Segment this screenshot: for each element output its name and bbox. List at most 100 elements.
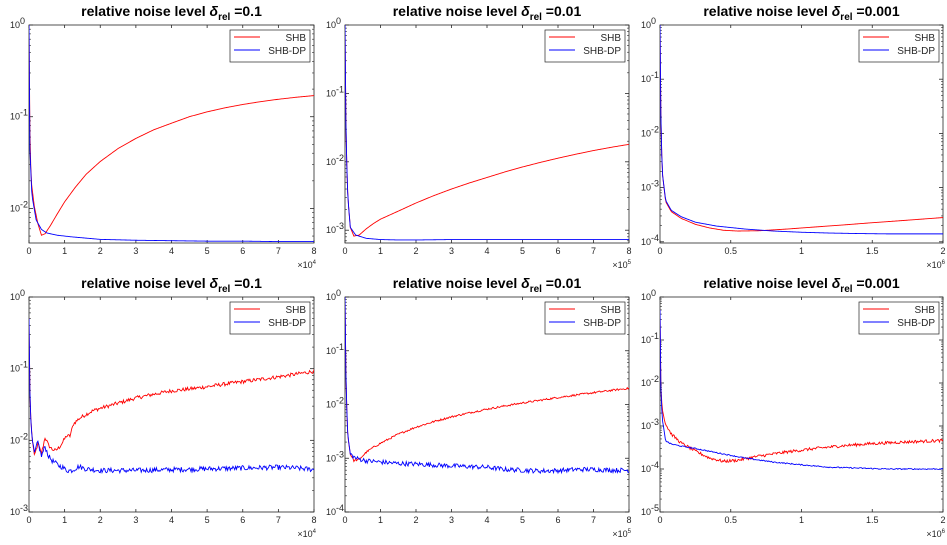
title-prefix: relative noise level: [703, 275, 831, 291]
legend: SHB SHB-DP: [858, 301, 940, 335]
x-tick-label: 7: [276, 246, 281, 256]
legend: SHB SHB-DP: [858, 29, 940, 63]
legend-label: SHB: [600, 305, 621, 316]
legend-label: SHB: [600, 33, 621, 44]
chart-0-0: relative noise level δrel =0.1 0 1 2 3 4 5 6 7 8 ×…: [10, 3, 317, 270]
legend: SHB SHB-DP: [544, 301, 626, 335]
x-tick-label: 6: [240, 246, 245, 256]
x-multiplier: ×105: [612, 529, 631, 539]
y-tick-exponent: 0: [651, 288, 656, 298]
legend-box: [544, 29, 626, 63]
x-tick-label: 6: [240, 515, 245, 525]
y-tick-label: 10: [641, 464, 651, 474]
y-tick-label: 10: [10, 507, 20, 517]
y-tick-exponent: -3: [651, 179, 659, 189]
x-tick-label: 2: [940, 515, 945, 525]
chart-0-1: relative noise level δrel =0.01 0 1 2 3 4 5 6 7 8…: [326, 3, 632, 270]
x-tick-label: 5: [205, 515, 210, 525]
series-line-shb-dp: [29, 318, 314, 475]
y-tick-exponent: -1: [20, 108, 28, 118]
y-tick-exponent: -3: [651, 417, 659, 427]
y-tick-label: 10: [10, 112, 20, 122]
y-tick-exponent: -2: [20, 431, 28, 441]
title-subscript: rel: [218, 12, 230, 23]
x-multiplier-base: ×10: [612, 260, 627, 270]
legend-label: SHB-DP: [897, 46, 935, 57]
title-suffix: =0.1: [230, 275, 262, 291]
x-tick-label: 1: [799, 246, 804, 256]
y-tick-exponent: -4: [336, 503, 344, 513]
x-tick-label: 0: [26, 246, 31, 256]
title-subscript: rel: [840, 284, 852, 295]
title-prefix: relative noise level: [393, 275, 521, 291]
legend: SHB SHB-DP: [229, 29, 311, 63]
legend-box: [858, 29, 940, 63]
x-tick-label: 0.5: [724, 246, 737, 256]
chart-title: relative noise level δrel =0.001: [703, 3, 900, 23]
y-tick-base: 10: [641, 421, 651, 431]
legend-box: [858, 301, 940, 335]
title-prefix: relative noise level: [81, 275, 209, 291]
title-symbol: δ: [832, 275, 841, 291]
x-tick-label: 0: [657, 246, 662, 256]
y-tick-base: 10: [10, 112, 20, 122]
chart-title: relative noise level δrel =0.01: [393, 275, 582, 295]
y-tick-base: 10: [10, 292, 20, 302]
y-tick-base: 10: [10, 20, 20, 30]
series-line-shb: [345, 297, 629, 463]
legend-label: SHB-DP: [897, 318, 935, 329]
y-tick-label: 10: [10, 203, 20, 213]
series-line-shb-dp: [345, 297, 629, 475]
y-tick-label: 10: [10, 292, 20, 302]
x-tick-label: 8: [311, 515, 316, 525]
y-tick-base: 10: [641, 128, 651, 138]
y-tick-base: 10: [326, 88, 336, 98]
legend-label: SHB: [914, 33, 935, 44]
y-tick-label: 10: [641, 237, 651, 247]
series-line-shb: [345, 25, 629, 237]
y-tick-base: 10: [326, 346, 336, 356]
x-multiplier: ×105: [612, 260, 631, 270]
y-tick-label: 10: [326, 88, 336, 98]
y-tick-label: 10: [326, 225, 336, 235]
x-tick-label: 7: [591, 246, 596, 256]
x-multiplier: ×106: [926, 529, 945, 539]
y-tick-exponent: -2: [336, 153, 344, 163]
title-suffix: =0.01: [542, 275, 582, 291]
x-multiplier-exp: 5: [628, 529, 632, 535]
x-tick-label: 5: [520, 246, 525, 256]
x-tick-label: 5: [205, 246, 210, 256]
x-tick-label: 8: [311, 246, 316, 256]
y-tick-exponent: -2: [651, 374, 659, 384]
y-tick-base: 10: [641, 378, 651, 388]
y-tick-exponent: -1: [20, 360, 28, 370]
title-suffix: =0.01: [542, 3, 582, 19]
x-tick-label: 2: [940, 246, 945, 256]
x-multiplier-base: ×10: [297, 529, 312, 539]
y-tick-exponent: -5: [651, 503, 659, 513]
y-tick-base: 10: [326, 507, 336, 517]
y-tick-base: 10: [641, 464, 651, 474]
legend-label: SHB-DP: [583, 318, 621, 329]
x-tick-label: 4: [484, 246, 489, 256]
chart-title: relative noise level δrel =0.1: [81, 275, 262, 295]
chart-1-1: relative noise level δrel =0.01 0 1 2 3 4 5 6 7 8…: [326, 275, 632, 539]
x-tick-label: 1: [799, 515, 804, 525]
title-suffix: =0.1: [230, 3, 262, 19]
x-tick-label: 4: [484, 515, 489, 525]
x-multiplier: ×104: [297, 260, 316, 270]
chart-title: relative noise level δrel =0.1: [81, 3, 262, 23]
title-subscript: rel: [218, 284, 230, 295]
x-tick-label: 3: [133, 515, 138, 525]
y-tick-label: 10: [326, 453, 336, 463]
y-tick-exponent: -3: [336, 449, 344, 459]
x-multiplier-exp: 6: [942, 529, 946, 535]
legend-label: SHB-DP: [583, 46, 621, 57]
x-tick-label: 0: [342, 246, 347, 256]
x-tick-label: 3: [449, 515, 454, 525]
series-line-shb: [660, 25, 943, 232]
y-tick-base: 10: [10, 364, 20, 374]
x-multiplier-base: ×10: [297, 260, 312, 270]
x-tick-label: 2: [413, 246, 418, 256]
